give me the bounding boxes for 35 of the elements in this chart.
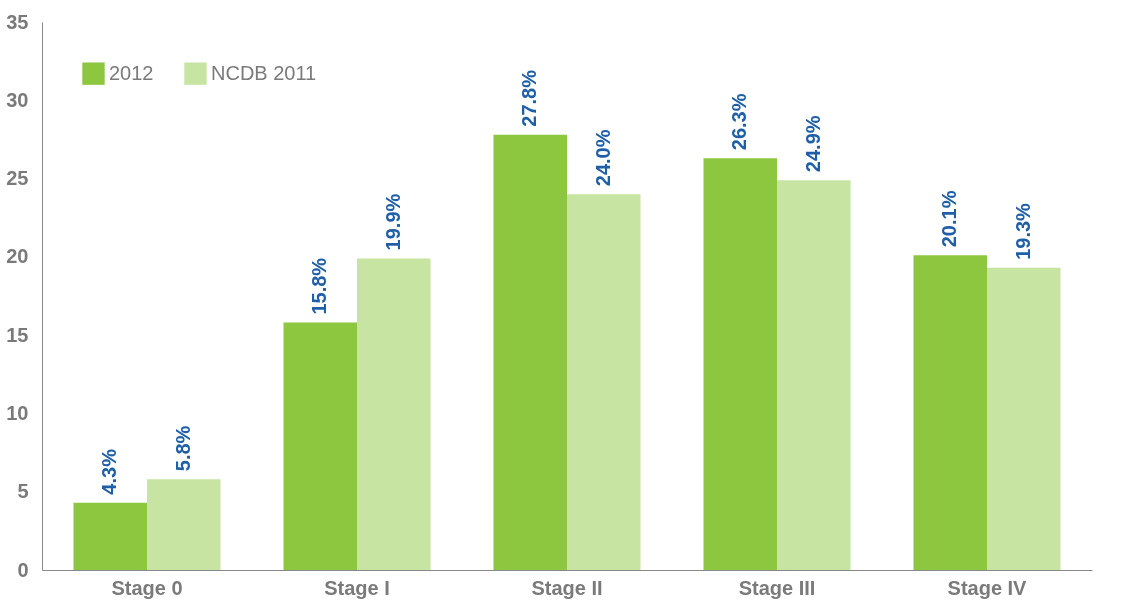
data-label: 24.9%: [801, 115, 824, 173]
bar: [73, 502, 147, 570]
y-tick-label: 0: [17, 558, 29, 581]
data-label: 4.3%: [98, 448, 121, 495]
data-label: 15.8%: [308, 257, 331, 315]
x-tick-label: Stage 0: [111, 576, 183, 599]
y-tick-label: 5: [17, 480, 29, 503]
bar: [147, 479, 221, 570]
legend-label: NCDB 2011: [211, 61, 317, 84]
bar: [567, 194, 641, 570]
data-label: 24.0%: [591, 129, 614, 187]
data-label: 19.3%: [1011, 202, 1034, 260]
x-tick-label: Stage I: [324, 576, 390, 599]
data-label: 19.9%: [381, 193, 404, 251]
y-tick-label: 25: [6, 167, 29, 190]
bar: [703, 158, 777, 570]
data-label: 26.3%: [728, 93, 751, 151]
x-tick-label: Stage III: [738, 576, 816, 599]
y-tick-label: 10: [6, 401, 29, 424]
bar: [913, 255, 987, 570]
data-label: 5.8%: [171, 425, 194, 472]
y-tick-label: 35: [6, 10, 29, 33]
bar: [283, 322, 357, 570]
legend-label: 2012: [109, 61, 154, 84]
data-label: 27.8%: [518, 69, 541, 127]
bar: [777, 180, 851, 570]
bar: [493, 134, 567, 570]
x-tick-label: Stage II: [531, 576, 603, 599]
y-tick-label: 15: [6, 323, 29, 346]
y-tick-label: 30: [6, 88, 29, 111]
bar: [357, 258, 431, 570]
data-label: 20.1%: [938, 190, 961, 248]
bar: [987, 267, 1061, 570]
x-tick-label: Stage IV: [947, 576, 1028, 599]
y-tick-label: 20: [6, 245, 29, 268]
